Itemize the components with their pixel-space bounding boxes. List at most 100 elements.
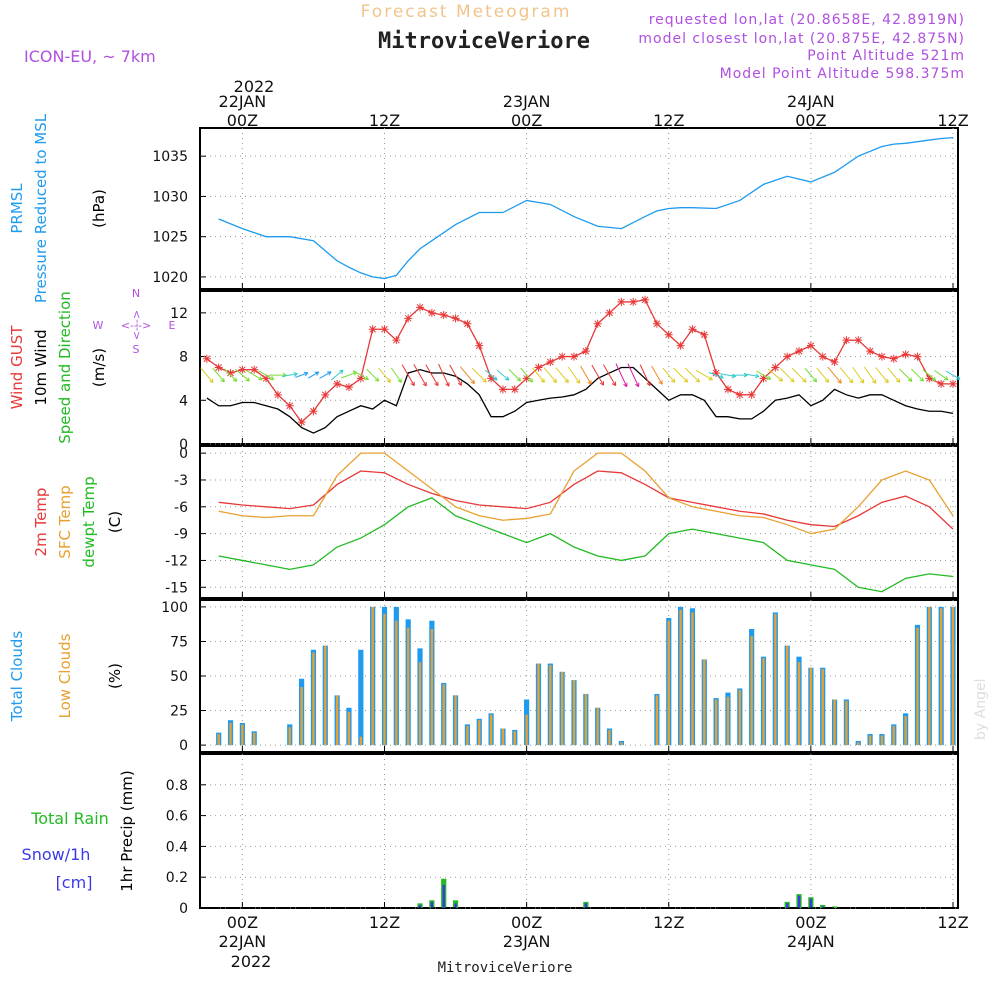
compass-n: N bbox=[132, 287, 140, 300]
bar-low_cloud bbox=[549, 664, 552, 746]
series-line-sfc bbox=[218, 452, 954, 535]
gust-marker bbox=[723, 385, 732, 394]
gust-marker bbox=[416, 303, 425, 312]
gust-marker bbox=[735, 390, 744, 399]
bar-low_cloud bbox=[383, 613, 386, 746]
bar-low_cloud bbox=[845, 700, 848, 746]
bar-low_cloud bbox=[430, 629, 434, 746]
y-tick-label: -15 bbox=[165, 580, 188, 596]
wind-arrow-head bbox=[314, 371, 320, 376]
wind-arrow-head bbox=[919, 377, 924, 382]
bottom-time-label: 22JAN bbox=[219, 932, 267, 951]
y-tick-label: -3 bbox=[174, 473, 188, 489]
wind-arrow-head bbox=[575, 379, 581, 384]
bar-low_cloud bbox=[809, 667, 813, 746]
bar-low_cloud bbox=[466, 725, 469, 746]
bar-snow bbox=[797, 895, 801, 908]
wind-arrow-head bbox=[374, 377, 380, 382]
panel-label: 2m Temp bbox=[32, 488, 50, 557]
wind-arrow bbox=[839, 367, 854, 384]
bar-low_cloud bbox=[774, 613, 777, 746]
top-time-label: 24JAN bbox=[787, 92, 835, 111]
bar-low_cloud bbox=[714, 699, 718, 746]
top-time-label: 12Z bbox=[653, 111, 684, 130]
wind-arrow-head bbox=[564, 378, 569, 384]
y-tick-label: 0.6 bbox=[166, 809, 188, 825]
gust-marker bbox=[889, 354, 898, 363]
bar-snow bbox=[418, 904, 422, 908]
wind-arrow bbox=[340, 371, 357, 379]
wind-arrow-head bbox=[516, 377, 522, 382]
wind-arrow bbox=[282, 373, 298, 377]
y-tick-label: 0.4 bbox=[166, 839, 188, 855]
bar-low_cloud bbox=[880, 735, 884, 746]
panel-label: 10m Wind bbox=[32, 329, 50, 405]
top-time-label: 22JAN bbox=[219, 92, 267, 111]
bottom-station-label: MitroviceVeriore bbox=[438, 960, 573, 976]
wind-arrow-head bbox=[755, 373, 760, 379]
compass-arrows-v: <---> bbox=[130, 310, 143, 340]
wind-arrow-head bbox=[434, 381, 439, 387]
bar-low_cloud bbox=[892, 725, 895, 746]
bar-low_cloud bbox=[620, 742, 623, 746]
bar-snow bbox=[430, 901, 434, 908]
gust-marker bbox=[783, 352, 792, 361]
bar-low_cloud bbox=[513, 731, 516, 746]
gust-marker bbox=[676, 341, 685, 350]
bar-snow bbox=[785, 903, 789, 908]
wind-arrow-head bbox=[232, 377, 238, 382]
wind-arrow-head bbox=[493, 376, 498, 381]
gust-marker bbox=[806, 341, 815, 350]
bottom-time-label: 12Z bbox=[369, 913, 400, 932]
wind-arrow-head bbox=[790, 377, 795, 383]
compass-arrows-h: <---> bbox=[121, 319, 151, 332]
gust-marker bbox=[297, 418, 306, 427]
wind-arrow bbox=[520, 367, 533, 383]
gust-marker bbox=[238, 365, 247, 374]
wind-arrow-head bbox=[884, 378, 889, 384]
gust-marker bbox=[688, 325, 697, 334]
bar-low_cloud bbox=[335, 695, 339, 746]
wind-arrow bbox=[330, 369, 344, 381]
gust-marker bbox=[570, 352, 578, 361]
gust-marker bbox=[321, 390, 330, 399]
precip-legend-label: Snow/1h bbox=[22, 845, 91, 864]
wind-arrow bbox=[413, 364, 427, 387]
bottom-time-label: 00Z bbox=[227, 913, 258, 932]
bar-snow bbox=[584, 903, 588, 908]
bar-low_cloud bbox=[229, 722, 232, 746]
wind-arrow-head bbox=[719, 374, 724, 379]
bar-low_cloud bbox=[703, 659, 706, 746]
wind-arrow-head bbox=[293, 372, 298, 377]
gust-marker bbox=[368, 325, 377, 334]
bottom-time-label: 12Z bbox=[653, 913, 684, 932]
wind-arrow bbox=[319, 371, 332, 379]
wind-arrow-head bbox=[269, 375, 275, 381]
wind-arrow bbox=[235, 368, 250, 382]
bar-low_cloud bbox=[560, 671, 564, 746]
gust-marker bbox=[463, 319, 472, 328]
y-tick-label: 50 bbox=[170, 669, 188, 685]
bar-low_cloud bbox=[667, 620, 670, 746]
gust-marker bbox=[214, 363, 223, 372]
bottom-time-label: 00Z bbox=[511, 913, 542, 932]
chart-subtitle: Forecast Meteogram bbox=[361, 2, 572, 22]
gust-marker bbox=[558, 352, 567, 361]
bar-low_cloud bbox=[821, 669, 824, 746]
wind-arrow bbox=[295, 372, 309, 378]
wind-arrow-head bbox=[220, 377, 225, 383]
gust-marker bbox=[795, 347, 804, 356]
bar-low_cloud bbox=[726, 696, 730, 746]
y-tick-label: 12 bbox=[170, 306, 188, 322]
requested-coords: requested lon,lat (20.8658E, 42.8919N) bbox=[649, 12, 965, 28]
wind-arrow-head bbox=[386, 378, 392, 383]
wind-arrow bbox=[496, 369, 510, 381]
wind-arrow bbox=[651, 365, 663, 385]
gust-marker bbox=[771, 363, 780, 372]
bar-snow bbox=[821, 906, 824, 908]
gust-marker bbox=[842, 336, 851, 345]
y-tick-label: 1020 bbox=[152, 270, 188, 286]
bottom-time-label: 00Z bbox=[795, 913, 826, 932]
y-tick-label: 75 bbox=[170, 634, 188, 650]
